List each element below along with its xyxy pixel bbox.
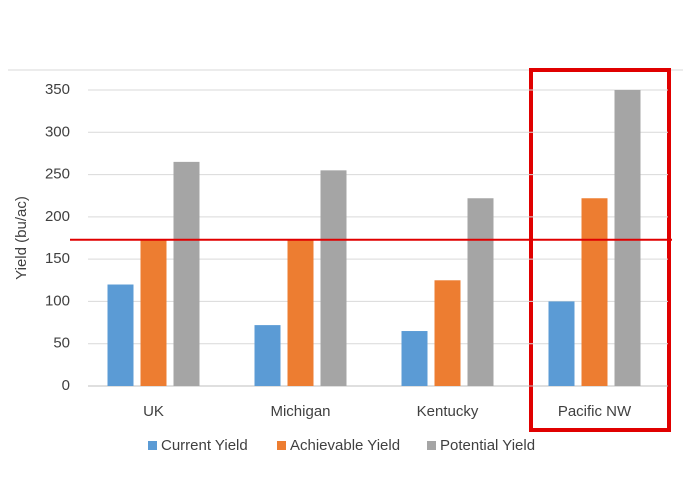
legend-label: Potential Yield [440, 437, 535, 454]
bar [107, 284, 134, 386]
highlight-box [529, 68, 671, 432]
y-tick-label: 200 [45, 208, 70, 225]
bar [320, 170, 347, 386]
y-axis-title: Yield (bu/ac) [13, 196, 30, 280]
x-tick-label: Michigan [270, 403, 330, 420]
x-tick-label: UK [143, 403, 164, 420]
bar [434, 280, 461, 386]
y-tick-label: 0 [62, 377, 70, 394]
y-tick-label: 100 [45, 292, 70, 309]
bar [581, 198, 608, 386]
legend-swatch [427, 441, 436, 450]
y-tick-label: 300 [45, 123, 70, 140]
legend-label: Current Yield [161, 437, 248, 454]
bar [173, 161, 200, 386]
y-tick-label: 150 [45, 250, 70, 267]
bar [287, 239, 314, 386]
legend-swatch [277, 441, 286, 450]
x-tick-label: Kentucky [417, 403, 479, 420]
bar [614, 90, 641, 386]
legend-label: Achievable Yield [290, 437, 400, 454]
y-tick-label: 350 [45, 81, 70, 98]
legend-swatch [148, 441, 157, 450]
bar [254, 325, 281, 386]
bar [548, 301, 575, 386]
bar [140, 239, 167, 386]
bar [401, 331, 428, 386]
x-tick-label: Pacific NW [558, 403, 632, 420]
bar [467, 198, 494, 386]
y-tick-label: 250 [45, 166, 70, 183]
y-tick-label: 50 [53, 335, 70, 352]
